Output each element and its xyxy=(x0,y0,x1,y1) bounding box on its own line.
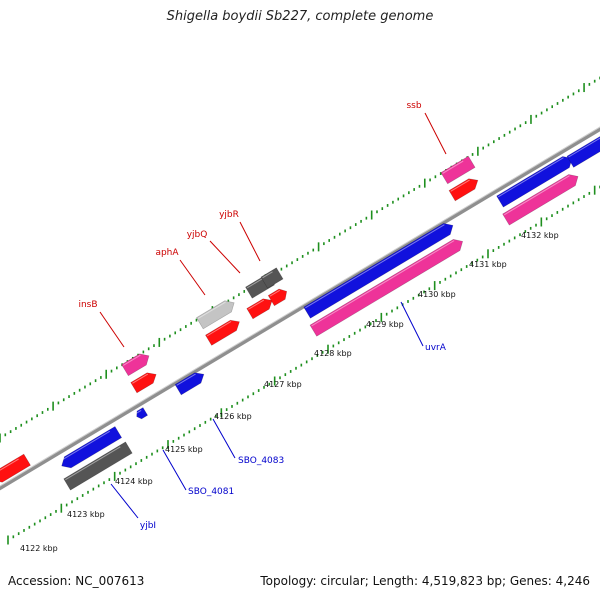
gene-feature[interactable] xyxy=(496,153,576,208)
gene-feature[interactable] xyxy=(303,220,457,319)
gene-feature[interactable] xyxy=(440,155,476,185)
gene-feature[interactable] xyxy=(134,407,149,421)
kbp-label: 4124 kbp xyxy=(115,477,153,486)
gene-feature[interactable] xyxy=(260,267,284,289)
gene-feature[interactable] xyxy=(448,175,481,202)
gene-label-apha[interactable]: aphA xyxy=(155,248,179,258)
kbp-label: 4127 kbp xyxy=(264,380,302,389)
kbp-label: 4125 kbp xyxy=(165,445,203,454)
gene-feature[interactable] xyxy=(174,369,207,396)
gene-feature[interactable] xyxy=(196,297,238,330)
gene-label-uvra[interactable]: uvrA xyxy=(425,343,447,353)
gene-feature[interactable] xyxy=(63,441,133,491)
gene-feature[interactable] xyxy=(566,133,600,168)
kbp-label: 4123 kbp xyxy=(67,510,105,519)
genome-summary-text: Topology: circular; Length: 4,519,823 bp… xyxy=(260,574,590,588)
kbp-label: 4129 kbp xyxy=(366,320,404,329)
gene-feature[interactable] xyxy=(0,453,31,486)
gene-feature[interactable] xyxy=(502,171,582,226)
kbp-label: 4122 kbp xyxy=(20,544,58,553)
kbp-label: 4126 kbp xyxy=(214,412,252,421)
gene-label-insb[interactable]: insB xyxy=(78,300,97,310)
map-title: Shigella boydii Sb227, complete genome xyxy=(166,9,434,24)
accession-text: Accession: NC_007613 xyxy=(8,574,145,588)
gene-feature[interactable] xyxy=(121,350,153,377)
kbp-label: 4131 kbp xyxy=(469,260,507,269)
gene-feature[interactable] xyxy=(267,286,290,307)
gene-label-yjbi[interactable]: yjbI xyxy=(140,521,156,531)
gene-feature[interactable] xyxy=(246,295,275,320)
kbp-label: 4128 kbp xyxy=(314,349,352,358)
gene-label-yjbr[interactable]: yjbR xyxy=(219,210,239,220)
genome-backbone xyxy=(0,126,600,491)
gene-feature[interactable] xyxy=(309,236,466,337)
gene-label-yjbq[interactable]: yjbQ xyxy=(187,230,208,240)
gene-label-sbo-4083[interactable]: SBO_4083 xyxy=(238,456,284,466)
gene-label-sbo-4081[interactable]: SBO_4081 xyxy=(188,487,234,497)
gene-feature[interactable] xyxy=(58,426,123,471)
kbp-label: 4130 kbp xyxy=(418,290,456,299)
gene-label-ssb[interactable]: ssb xyxy=(406,101,421,111)
gene-feature[interactable] xyxy=(205,317,242,346)
kbp-label: 4132 kbp xyxy=(521,231,559,240)
gene-feature[interactable] xyxy=(130,369,159,394)
